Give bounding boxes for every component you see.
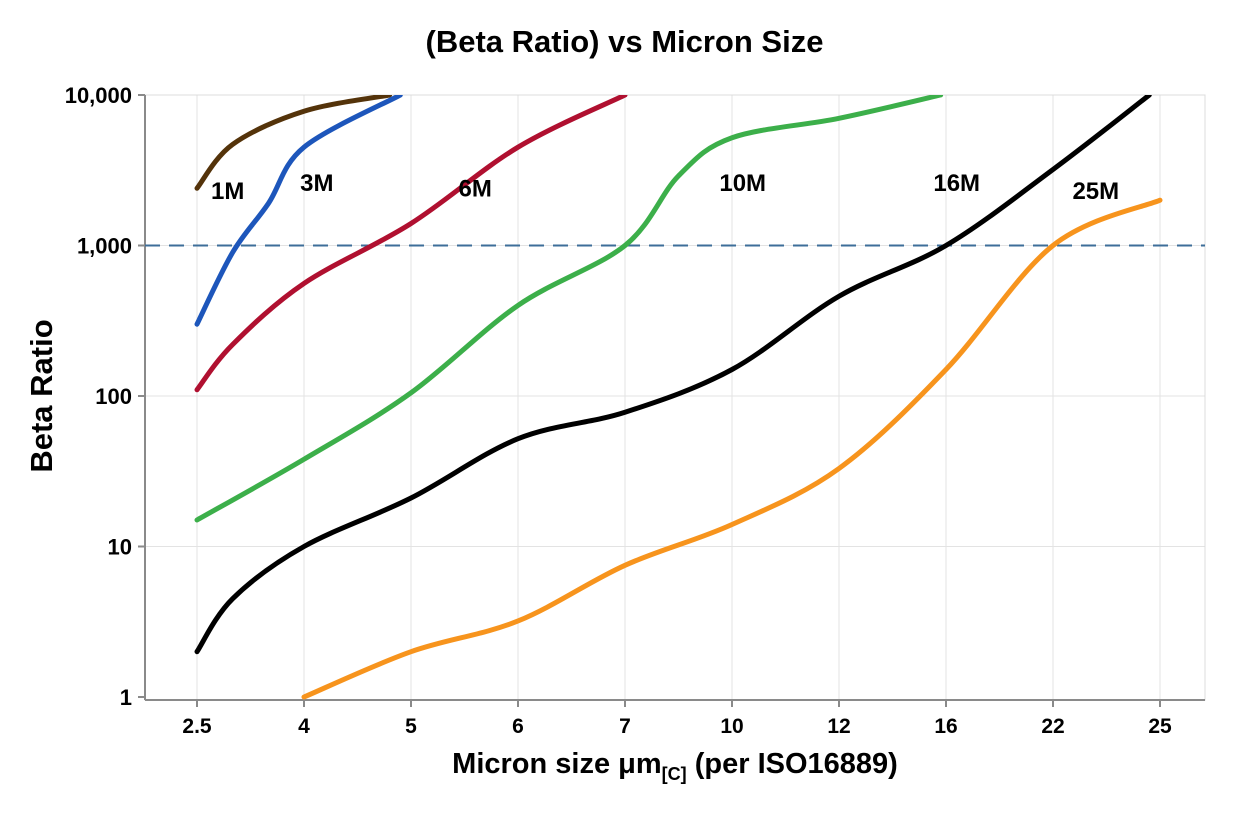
chart-title: (Beta Ratio) vs Micron Size <box>425 24 824 59</box>
x-axis-title-subscript: [C] <box>661 763 687 784</box>
x-axis-title-suffix: (per ISO16889) <box>686 748 898 780</box>
curve-16M <box>194 95 1152 655</box>
y-tick-label: 1 <box>120 685 132 710</box>
curve-3M <box>194 95 403 327</box>
curve-label-10M: 10M <box>719 170 766 197</box>
curve-1M <box>194 95 393 191</box>
y-tick-label: 1,000 <box>77 234 132 259</box>
curve-label-25M: 25M <box>1072 178 1119 205</box>
curve-label-6M: 6M <box>459 175 492 202</box>
curve-10M <box>194 95 944 523</box>
curve-25M <box>301 197 1163 700</box>
curve-label-1M: 1M <box>211 178 244 205</box>
x-tick-label: 12 <box>827 715 850 738</box>
x-axis-title: Micron size μm[C] (per ISO16889) <box>145 748 1205 785</box>
y-tick-label: 10 <box>108 535 132 560</box>
x-tick-label: 10 <box>720 715 743 738</box>
x-tick-label: 7 <box>619 715 631 738</box>
x-tick-label: 6 <box>512 715 524 738</box>
x-tick-label: 22 <box>1041 715 1064 738</box>
x-tick-label: 2.5 <box>182 715 212 738</box>
x-tick-label: 16 <box>934 715 957 738</box>
curve-6M <box>194 95 628 393</box>
x-tick-label: 25 <box>1148 715 1172 738</box>
series-group <box>194 95 1163 700</box>
x-tick-label: 5 <box>405 715 417 738</box>
curve-label-3M: 3M <box>300 170 333 197</box>
curve-label-16M: 16M <box>933 170 980 197</box>
x-axis-title-prefix: Micron size μm <box>452 748 662 780</box>
y-tick-label: 100 <box>95 384 132 409</box>
y-tick-label: 10,000 <box>65 83 132 108</box>
x-tick-label: 4 <box>298 715 310 738</box>
